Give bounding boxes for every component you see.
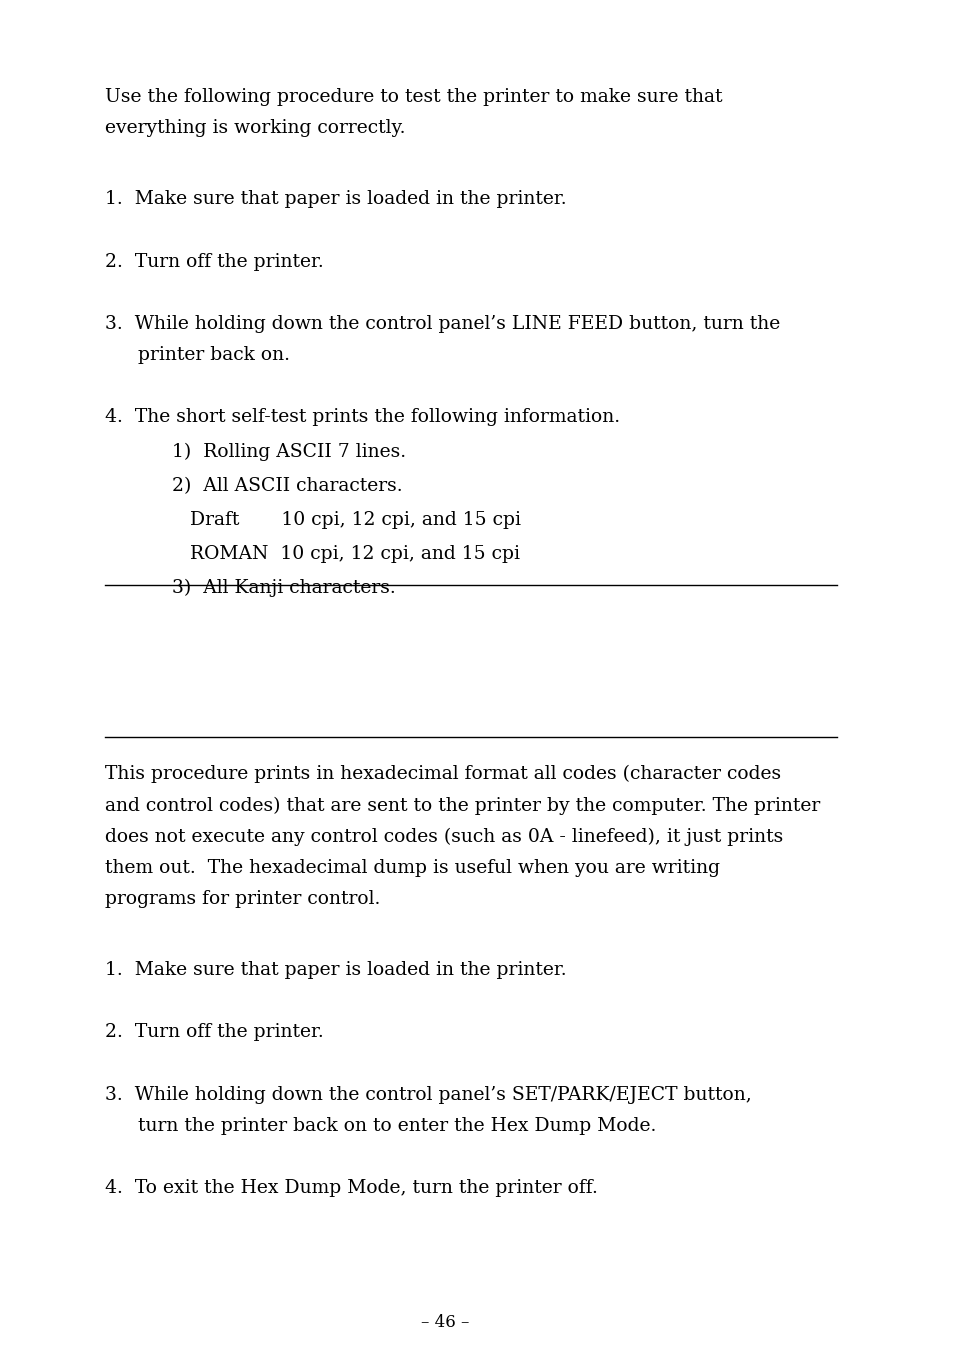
Text: 4.  To exit the Hex Dump Mode, turn the printer off.: 4. To exit the Hex Dump Mode, turn the p… bbox=[105, 1179, 598, 1197]
Text: 3.  While holding down the control panel’s SET/PARK/EJECT button,: 3. While holding down the control panel’… bbox=[105, 1086, 751, 1103]
Text: printer back on.: printer back on. bbox=[138, 346, 290, 364]
Text: does not execute any control codes (such as 0A - linefeed), it just prints: does not execute any control codes (such… bbox=[105, 827, 782, 845]
Text: This procedure prints in hexadecimal format all codes (character codes: This procedure prints in hexadecimal for… bbox=[105, 765, 781, 783]
Text: 2)  All ASCII characters.: 2) All ASCII characters. bbox=[172, 477, 402, 495]
Text: 4.  The short self-test prints the following information.: 4. The short self-test prints the follow… bbox=[105, 408, 619, 426]
Text: 1.  Make sure that paper is loaded in the printer.: 1. Make sure that paper is loaded in the… bbox=[105, 191, 566, 208]
Text: 1)  Rolling ASCII 7 lines.: 1) Rolling ASCII 7 lines. bbox=[172, 442, 406, 461]
Text: 1.  Make sure that paper is loaded in the printer.: 1. Make sure that paper is loaded in the… bbox=[105, 961, 566, 979]
Text: 3.  While holding down the control panel’s LINE FEED button, turn the: 3. While holding down the control panel’… bbox=[105, 315, 780, 333]
Text: everything is working correctly.: everything is working correctly. bbox=[105, 119, 405, 137]
Text: – 46 –: – 46 – bbox=[421, 1314, 469, 1332]
Text: Use the following procedure to test the printer to make sure that: Use the following procedure to test the … bbox=[105, 88, 721, 105]
Text: programs for printer control.: programs for printer control. bbox=[105, 890, 380, 907]
Text: turn the printer back on to enter the Hex Dump Mode.: turn the printer back on to enter the He… bbox=[138, 1117, 656, 1134]
Text: them out.  The hexadecimal dump is useful when you are writing: them out. The hexadecimal dump is useful… bbox=[105, 859, 720, 876]
Text: ROMAN  10 cpi, 12 cpi, and 15 cpi: ROMAN 10 cpi, 12 cpi, and 15 cpi bbox=[190, 545, 519, 562]
Text: 3)  All Kanji characters.: 3) All Kanji characters. bbox=[172, 579, 395, 598]
Text: and control codes) that are sent to the printer by the computer. The printer: and control codes) that are sent to the … bbox=[105, 796, 820, 814]
Text: 2.  Turn off the printer.: 2. Turn off the printer. bbox=[105, 253, 323, 270]
Text: 2.  Turn off the printer.: 2. Turn off the printer. bbox=[105, 1023, 323, 1041]
Text: Draft       10 cpi, 12 cpi, and 15 cpi: Draft 10 cpi, 12 cpi, and 15 cpi bbox=[190, 511, 520, 529]
